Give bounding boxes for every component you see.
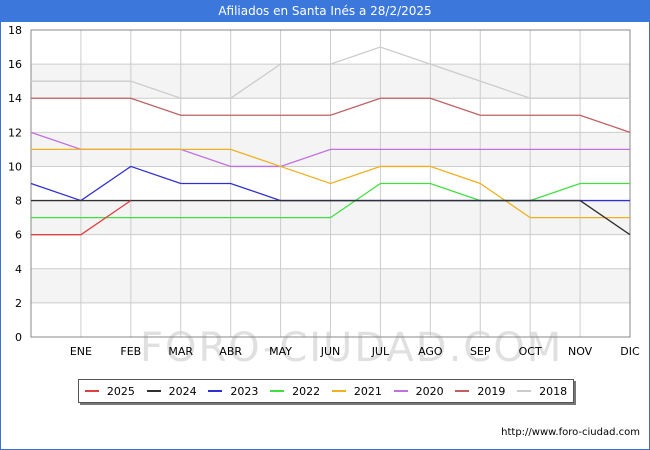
legend-swatch xyxy=(393,390,408,392)
legend-swatch xyxy=(146,390,161,392)
legend-label: 2022 xyxy=(292,384,321,398)
y-tick-label: 18 xyxy=(8,24,22,37)
series-line-2021 xyxy=(31,148,630,219)
x-tick-label: OCT xyxy=(519,345,542,358)
legend-label: 2025 xyxy=(106,384,135,398)
x-tick-label: MAY xyxy=(269,345,292,358)
x-tick-label: ENE xyxy=(70,345,92,358)
legend-swatch xyxy=(331,390,346,392)
legend-swatch xyxy=(84,390,99,392)
x-tick-label: JUL xyxy=(371,345,390,358)
y-tick-label: 6 xyxy=(15,229,22,242)
x-tick-label: DIC xyxy=(620,345,640,358)
source-url: http://www.foro-ciudad.com xyxy=(501,427,640,438)
legend-item-2025: 2025 xyxy=(84,384,135,398)
y-tick-label: 16 xyxy=(8,58,22,71)
legend: 2025 2024 2023 2022 2021 2020 2019 2018 xyxy=(78,379,574,403)
legend-label: 2018 xyxy=(539,384,568,398)
legend-label: 2020 xyxy=(415,384,444,398)
y-tick-label: 4 xyxy=(15,263,22,276)
x-tick-label: FEB xyxy=(120,345,141,358)
series-line-2025 xyxy=(31,200,132,236)
series-line-2019 xyxy=(31,97,631,133)
x-tick-label: SEP xyxy=(470,345,491,358)
legend-swatch xyxy=(270,390,285,392)
y-tick-label: 12 xyxy=(8,126,22,139)
legend-item-2021: 2021 xyxy=(331,384,382,398)
x-tick-label: MAR xyxy=(168,345,193,358)
legend-item-2020: 2020 xyxy=(393,384,444,398)
legend-label: 2024 xyxy=(168,384,197,398)
x-tick-label: ABR xyxy=(219,345,242,358)
y-tick-label: 10 xyxy=(8,160,22,173)
y-tick-label: 14 xyxy=(8,92,22,105)
x-tick-label: JUN xyxy=(320,345,341,358)
watermark: FORO-CIUDAD.COM xyxy=(140,325,564,371)
legend-label: 2023 xyxy=(230,384,259,398)
series-line-2018 xyxy=(31,46,630,99)
y-tick-label: 0 xyxy=(15,331,22,344)
legend-label: 2021 xyxy=(353,384,382,398)
x-tick-label: AGO xyxy=(418,345,443,358)
y-tick-label: 2 xyxy=(15,297,22,310)
legend-swatch xyxy=(455,390,470,392)
legend-item-2018: 2018 xyxy=(517,385,567,398)
y-tick-label: 8 xyxy=(15,195,22,208)
legend-item-2024: 2024 xyxy=(146,384,197,398)
x-tick-label: NOV xyxy=(568,345,593,358)
chart-title: Afiliados en Santa Inés a 28/2/2025 xyxy=(0,0,650,22)
legend-item-2023: 2023 xyxy=(208,385,258,398)
legend-item-2022: 2022 xyxy=(270,385,320,398)
legend-item-2019: 2019 xyxy=(455,385,505,398)
legend-label: 2019 xyxy=(477,384,506,398)
legend-swatch xyxy=(517,390,532,392)
legend-swatch xyxy=(208,390,223,392)
